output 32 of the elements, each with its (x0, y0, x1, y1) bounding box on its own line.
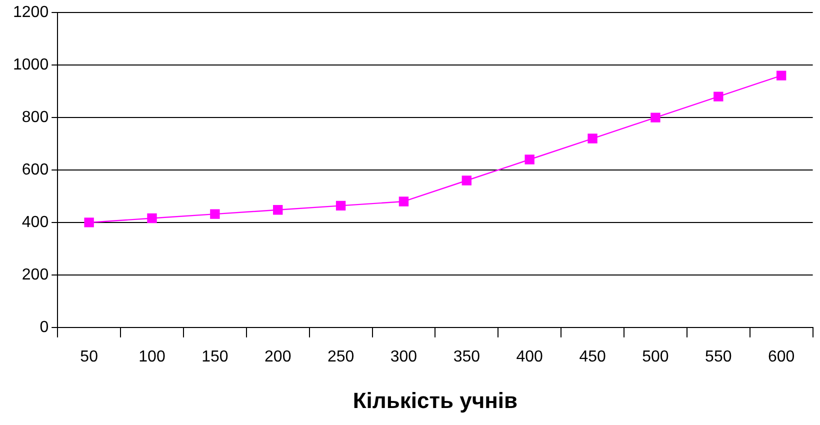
point (273, 205, 283, 215)
x-tick-label: 500 (642, 348, 669, 366)
x-tick-label: 400 (516, 348, 544, 366)
point (650, 112, 660, 122)
x-tick-label: 550 (705, 348, 732, 366)
y-tick-label: 600 (22, 161, 49, 178)
point (210, 209, 220, 219)
y-tick-label: 400 (22, 214, 49, 231)
x-tick-label: 450 (579, 348, 606, 366)
y-tick-label: 1200 (13, 4, 49, 22)
x-tick-label: 250 (327, 348, 354, 366)
point (147, 213, 157, 224)
y-tick-label: 800 (22, 108, 49, 126)
y-tick-label: 1000 (13, 56, 49, 74)
x-tick-label: 100 (138, 348, 166, 366)
x-tick-label: 50 (80, 348, 98, 366)
point (84, 218, 94, 228)
x-tick-label: 350 (453, 348, 480, 366)
point (336, 200, 346, 211)
point (714, 92, 724, 102)
x-tick-label: 150 (202, 348, 228, 366)
point (524, 154, 534, 164)
x-tick-label: 600 (768, 348, 795, 366)
x-axis-title: Кількість учнів (352, 388, 518, 413)
point (776, 70, 786, 80)
x-tick-label: 300 (390, 348, 418, 366)
y-tick-label: 200 (22, 266, 49, 284)
point (462, 176, 472, 186)
y-tick-label: 0 (40, 318, 49, 336)
point (398, 196, 409, 206)
point (588, 134, 598, 144)
x-tick-label: 200 (264, 348, 292, 366)
